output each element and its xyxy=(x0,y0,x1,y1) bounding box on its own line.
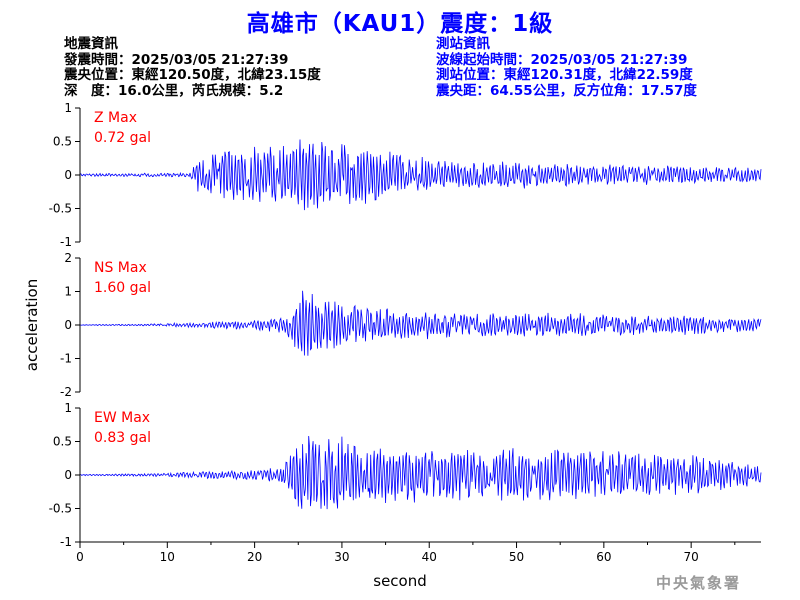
panel-ns-max: 2 1 0 -1 -2 NS Max 1.60 gal xyxy=(60,251,762,399)
cwa-watermark: 中央氣象署 xyxy=(656,574,742,592)
station-info-heading: 測站資訊 xyxy=(436,36,490,52)
x-tick-label: 60 xyxy=(596,550,611,564)
event-info-heading: 地震資訊 xyxy=(64,36,118,52)
y-tick-label: 2 xyxy=(64,251,72,265)
y-axis-label: acceleration xyxy=(23,279,41,371)
y-tick-label: 0 xyxy=(64,468,72,482)
x-tick-label: 0 xyxy=(76,550,84,564)
y-tick-label: 1 xyxy=(64,285,72,299)
y-tick-label: -0.5 xyxy=(49,502,72,516)
y-tick-label: -1 xyxy=(60,235,72,249)
component-max-name: NS Max xyxy=(94,260,147,276)
x-tick-label: 10 xyxy=(160,550,175,564)
panel-ew-max: 1 0.5 0 -0.5 -1 EW Max 0.83 gal xyxy=(49,401,762,549)
y-tick-label: 1 xyxy=(64,101,72,115)
x-tick-label: 30 xyxy=(334,550,349,564)
waveform-trace xyxy=(79,290,762,356)
station-info-block: 測站資訊 波線起始時間：2025/03/05 21:27:39 測站位置：東經1… xyxy=(436,36,697,99)
waveform-trace xyxy=(80,435,762,510)
waveform-trace xyxy=(79,139,762,211)
y-tick-label: 0 xyxy=(64,318,72,332)
chart-title: 高雄市（KAU1）震度：1級 xyxy=(246,11,554,37)
epicenter-location: 震央位置：東經120.50度，北緯23.15度 xyxy=(64,67,321,83)
x-tick-label: 40 xyxy=(422,550,437,564)
x-tick-label: 70 xyxy=(684,550,699,564)
x-axis-label: second xyxy=(373,572,427,590)
component-max-value: 0.72 gal xyxy=(94,130,151,146)
origin-time: 發震時間：2025/03/05 21:27:39 xyxy=(64,51,289,68)
y-tick-label: 0.5 xyxy=(53,135,72,149)
component-max-value: 1.60 gal xyxy=(94,280,151,296)
y-tick-label: -2 xyxy=(60,385,72,399)
component-max-name: EW Max xyxy=(94,410,150,426)
y-tick-label: -1 xyxy=(60,352,72,366)
y-tick-label: 0 xyxy=(64,168,72,182)
wave-start-time: 波線起始時間：2025/03/05 21:27:39 xyxy=(436,51,688,68)
y-tick-label: 1 xyxy=(64,401,72,415)
component-max-name: Z Max xyxy=(94,110,137,126)
event-info-block: 地震資訊 發震時間：2025/03/05 21:27:39 震央位置：東經120… xyxy=(64,36,321,99)
y-tick-label: 0.5 xyxy=(53,435,72,449)
component-max-value: 0.83 gal xyxy=(94,430,151,446)
x-tick-label: 50 xyxy=(509,550,524,564)
y-tick-label: -0.5 xyxy=(49,202,72,216)
distance-azimuth: 震央距：64.55公里，反方位角：17.57度 xyxy=(436,82,697,99)
y-tick-label: -1 xyxy=(60,535,72,549)
depth-magnitude: 深 度：16.0公里，芮氏規模：5.2 xyxy=(64,82,284,99)
panel-z-max: 1 0.5 0 -0.5 -1 Z Max 0.72 gal xyxy=(49,101,762,249)
x-tick-label: 20 xyxy=(247,550,262,564)
station-location: 測站位置：東經120.31度，北緯22.59度 xyxy=(436,67,693,83)
